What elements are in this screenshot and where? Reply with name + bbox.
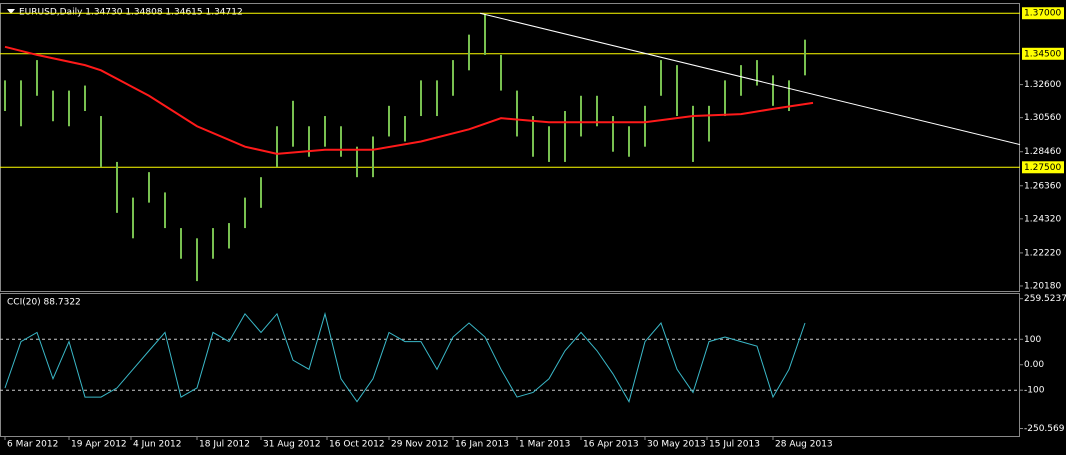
x-tick-label: 16 Oct 2012	[329, 440, 385, 450]
x-tick-label: 31 Aug 2012	[263, 440, 321, 450]
x-tick-label: 30 May 2013	[647, 440, 706, 450]
x-tick-label: 1 Mar 2013	[519, 440, 570, 450]
x-tick-label: 19 Apr 2012	[71, 440, 127, 450]
level-label-bg	[1022, 161, 1064, 174]
y-tick-label: 1.24320	[1024, 214, 1061, 224]
x-tick-label: 16 Apr 2013	[583, 440, 639, 450]
y-tick-label: 1.30560	[1024, 113, 1061, 123]
y-tick-label: 1.22220	[1024, 248, 1061, 258]
x-tick-label: 15 Jul 2013	[709, 440, 760, 450]
y-tick-label: -100	[1024, 386, 1045, 396]
series-line	[479, 12, 1021, 146]
level-label: 1.37000	[1024, 9, 1061, 19]
level-label-bg	[1022, 47, 1064, 60]
y-tick-label: 1.32600	[1024, 80, 1061, 90]
x-tick-label: 6 Mar 2012	[7, 440, 58, 450]
level-label: 1.27500	[1024, 163, 1061, 173]
cci-frame	[0, 293, 1020, 437]
cci-title: CCI(20) 88.7322	[7, 298, 81, 308]
series-line	[4, 45, 814, 155]
y-tick-label: 1.28460	[1024, 147, 1061, 157]
x-tick-label: 29 Nov 2012	[391, 440, 449, 450]
y-tick-label: -250.569	[1024, 424, 1065, 434]
chart-title: EURUSD,Daily 1.34730 1.34808 1.34615 1.3…	[19, 8, 243, 18]
x-tick-label: 28 Aug 2013	[775, 440, 833, 450]
y-tick-label: 0.00	[1024, 360, 1044, 370]
y-tick-label: 1.20180	[1024, 281, 1061, 291]
level-label-bg	[1022, 7, 1064, 20]
y-tick-label: 100	[1024, 335, 1041, 345]
y-tick-label: 1.26360	[1024, 181, 1061, 191]
menu-arrow[interactable]	[7, 9, 15, 14]
series-line	[4, 311, 806, 403]
x-tick-label: 4 Jun 2012	[133, 440, 181, 450]
price-frame	[0, 3, 1020, 292]
level-label: 1.34500	[1024, 49, 1061, 59]
y-tick-label: 259.5237	[1024, 294, 1066, 304]
x-tick-label: 18 Jul 2012	[199, 440, 250, 450]
x-tick-label: 16 Jan 2013	[455, 440, 509, 450]
